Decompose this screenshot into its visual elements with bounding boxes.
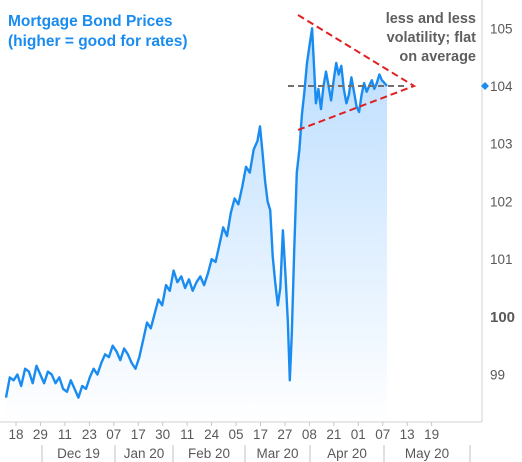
month-axis: Dec 19 Jan 20 Feb 20 Mar 20 Apr 20 May 20 bbox=[41, 445, 471, 462]
x-tick-label: 11 bbox=[58, 427, 72, 442]
x-tick-label: 08 bbox=[302, 427, 317, 442]
x-tick-label: 01 bbox=[351, 427, 366, 442]
chart-title: Mortgage Bond Prices bbox=[8, 13, 173, 30]
x-axis: 18 29 11 23 07 17 30 11 24 05 17 27 08 21 01 07 13 19 bbox=[8, 422, 439, 442]
area-fill bbox=[6, 28, 387, 423]
plot-area bbox=[4, 14, 417, 423]
annotation-line: less and less bbox=[385, 11, 476, 27]
y-tick-label: 99 bbox=[490, 368, 505, 383]
y-tick-label: 100 bbox=[490, 309, 515, 326]
annotation-text: less and less volatility; flat on averag… bbox=[386, 10, 476, 67]
x-tick-label: 24 bbox=[204, 427, 220, 442]
x-tick-label: 07 bbox=[375, 427, 390, 442]
x-tick-label: 13 bbox=[400, 427, 415, 442]
chart-subtitle: (higher = good for rates) bbox=[8, 33, 188, 50]
month-label: Dec 19 bbox=[57, 446, 100, 461]
x-tick-label: 11 bbox=[180, 427, 194, 442]
month-label: Jan 20 bbox=[124, 446, 165, 461]
y-axis: 99 100 101 102 103 104 105 bbox=[490, 21, 515, 382]
month-label: Feb 20 bbox=[188, 446, 230, 461]
chart-title-block: Mortgage Bond Prices (higher = good for … bbox=[8, 12, 188, 52]
x-tick-label: 30 bbox=[155, 427, 170, 442]
x-tick-label: 05 bbox=[229, 427, 244, 442]
month-label: May 20 bbox=[405, 446, 449, 461]
annotation-line: volatility; flat bbox=[386, 30, 476, 46]
y-tick-label: 103 bbox=[490, 137, 513, 152]
x-tick-label: 18 bbox=[8, 427, 23, 442]
annotation-line: on average bbox=[399, 49, 476, 65]
x-tick-label: 29 bbox=[33, 427, 48, 442]
x-tick-label: 23 bbox=[82, 427, 97, 442]
y-tick-label: 102 bbox=[490, 194, 513, 209]
current-value-marker bbox=[481, 82, 489, 90]
x-tick-label: 07 bbox=[106, 427, 121, 442]
y-tick-label: 105 bbox=[490, 21, 513, 36]
y-tick-label: 101 bbox=[490, 252, 513, 267]
month-label: Mar 20 bbox=[256, 446, 298, 461]
x-tick-label: 27 bbox=[277, 427, 292, 442]
triangle-annotation bbox=[297, 14, 417, 131]
y-tick-label: 104 bbox=[490, 79, 513, 94]
month-label: Apr 20 bbox=[327, 446, 367, 461]
series-line bbox=[4, 27, 388, 399]
x-tick-label: 19 bbox=[424, 427, 439, 442]
x-tick-label: 17 bbox=[131, 427, 146, 442]
x-tick-label: 17 bbox=[253, 427, 268, 442]
x-tick-label: 21 bbox=[326, 427, 341, 442]
